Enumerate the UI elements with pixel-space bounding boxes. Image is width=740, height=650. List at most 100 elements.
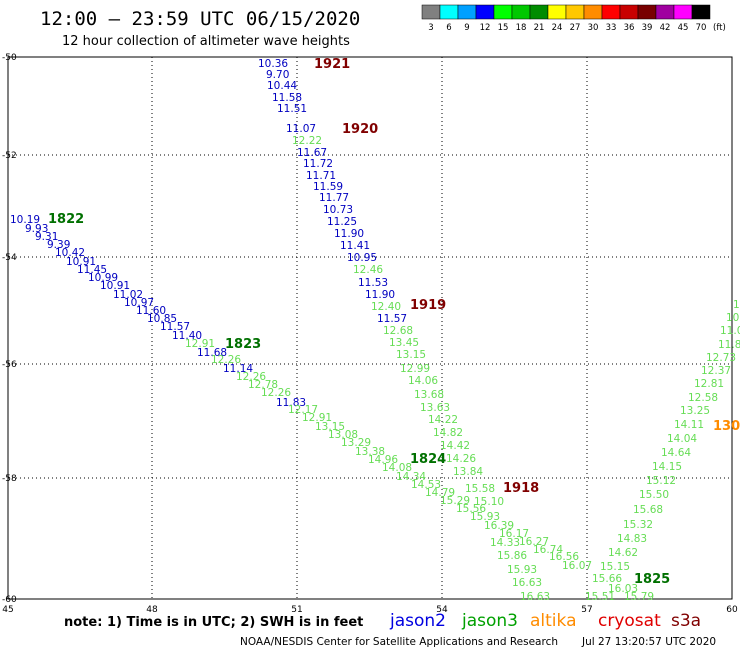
wave-height-value: 10.44 [267, 80, 297, 92]
pass-time-label: 1921 [314, 57, 350, 72]
footer-credit: NOAA/NESDIS Center for Satellite Applica… [240, 636, 558, 648]
legend-unit: (ft) [713, 23, 726, 33]
legend-bin-label: 33 [606, 23, 617, 33]
wave-height-value: 14.04 [667, 433, 697, 445]
wave-height-value: 9.70 [266, 69, 289, 81]
wave-height-value: 14.64 [661, 447, 691, 459]
wave-height-value: 15.93 [507, 564, 537, 576]
wave-height-value: 13.68 [414, 389, 444, 401]
wave-height-value: 16.39 [484, 520, 514, 532]
plot-frame [7, 56, 733, 600]
legend-bin-label: 3 [428, 23, 433, 33]
legend-bin-label: 39 [642, 23, 653, 33]
wave-height-value: 15.58 [465, 483, 495, 495]
wave-height-value: 15.93 [470, 511, 500, 523]
wave-height-value: 15.51 [585, 591, 615, 603]
wave-height-value: 12.22 [292, 135, 322, 147]
wave-height-value: 12.40 [371, 301, 401, 313]
legend-swatch [547, 4, 567, 20]
wave-height-value: 13.08 [328, 429, 358, 441]
legend-swatch [601, 4, 621, 20]
wave-height-value: 9.31 [35, 231, 58, 243]
lon-tick-label: 60 [726, 605, 738, 615]
wave-height-value: 14.22 [428, 414, 458, 426]
pass-time-label: 1920 [342, 122, 378, 137]
legend-swatch [439, 4, 459, 20]
map-title: 12:00 – 23:59 UTC 06/15/2020 [40, 8, 360, 30]
lat-tick-label: -52 [2, 151, 17, 161]
legend-bin-label: 9 [464, 23, 469, 33]
legend-bin-label: 27 [570, 23, 581, 33]
wave-height-value: 11.58 [272, 92, 302, 104]
wave-height-value: 12.26 [261, 387, 291, 399]
wave-height-value: 15.68 [633, 504, 663, 516]
pass-time-label: 1825 [634, 572, 670, 587]
satellite-name: cryosat [598, 611, 661, 631]
wave-height-value: 11.57 [377, 313, 407, 325]
wave-height-value: 9.93 [25, 223, 48, 235]
pass-time-label: 130 [713, 419, 740, 434]
wave-height-value: 12.81 [694, 378, 724, 390]
wave-height-value: 11.90 [365, 289, 395, 301]
wave-height-value: 11.67 [297, 147, 327, 159]
wave-height-value: 15.32 [623, 519, 653, 531]
pass-time-label: 1824 [410, 452, 446, 467]
wave-height-value: 13.63 [420, 402, 450, 414]
wave-height-value: 10.95 [347, 252, 377, 264]
wave-height-value: 16.74 [533, 544, 563, 556]
wave-height-value: 11.25 [327, 216, 357, 228]
wave-height-value: 13.15 [315, 421, 345, 433]
legend-bin-label: 70 [696, 23, 707, 33]
wave-height-value: 10. [726, 312, 740, 324]
wave-height-value: 12.17 [288, 404, 318, 416]
wave-height-value: 14.26 [446, 453, 476, 465]
lon-tick-label: 45 [2, 605, 13, 615]
legend-swatch [637, 4, 657, 20]
wave-height-value: 12.91 [185, 338, 215, 350]
lat-tick-label: -54 [2, 253, 17, 263]
wave-height-value: 10.91 [66, 256, 96, 268]
wave-height-value: 15.56 [456, 503, 486, 515]
wave-height-value: 10.99 [88, 272, 118, 284]
wave-height-value: 11.14 [223, 363, 253, 375]
satellite-legend: jason2 jason3 altika cryosat s3a [389, 611, 701, 631]
wave-height-value: 14.83 [617, 533, 647, 545]
wave-height-value: 14.79 [425, 487, 455, 499]
legend-swatch [691, 4, 711, 20]
wave-height-value: 14.42 [440, 440, 470, 452]
satellite-name: s3a [671, 611, 701, 631]
legend-swatch [673, 4, 693, 20]
lon-tick-label: 54 [436, 605, 448, 615]
wave-height-value: 12.99 [400, 363, 430, 375]
wave-height-value: 14.34 [396, 471, 426, 483]
wave-height-value: 13.38 [355, 446, 385, 458]
wave-height-value: 14.15 [652, 461, 682, 473]
wave-height-value: 11.60 [136, 305, 166, 317]
wave-height-value: 10.97 [124, 297, 154, 309]
wave-height-value: 11.51 [277, 103, 307, 115]
wave-height-value: 15.66 [592, 573, 622, 585]
wave-height-value: 14.82 [433, 427, 463, 439]
footer-timestamp: Jul 27 13:20:57 UTC 2020 [581, 636, 716, 648]
wave-height-value: 16.07 [562, 560, 592, 572]
wave-height-value: 12.26 [211, 354, 241, 366]
wave-height-value: 14.62 [608, 547, 638, 559]
wave-height-value: 11.90 [334, 228, 364, 240]
latitude-tick-labels: -50 -52 -54 -56 -58 -60 [2, 53, 17, 605]
legend-swatch [511, 4, 531, 20]
wave-height-value: 12.78 [248, 379, 278, 391]
satellite-name: jason3 [461, 611, 518, 631]
wave-height-value: 11.71 [306, 170, 336, 182]
wave-height-value: 10.85 [147, 313, 177, 325]
lat-tick-label: -50 [2, 53, 17, 63]
footer-note: note: 1) Time is in UTC; 2) SWH is in fe… [64, 615, 363, 630]
legend-bin-label: 15 [498, 23, 509, 33]
wave-height-value: 14.06 [408, 375, 438, 387]
wave-height-value: 16.27 [519, 536, 549, 548]
wave-height-value: 11.45 [77, 264, 107, 276]
lon-tick-label: 51 [291, 605, 302, 615]
wave-height-value: 12.73 [706, 352, 736, 364]
map-grid [7, 56, 733, 600]
wave-height-value: 16.17 [499, 528, 529, 540]
